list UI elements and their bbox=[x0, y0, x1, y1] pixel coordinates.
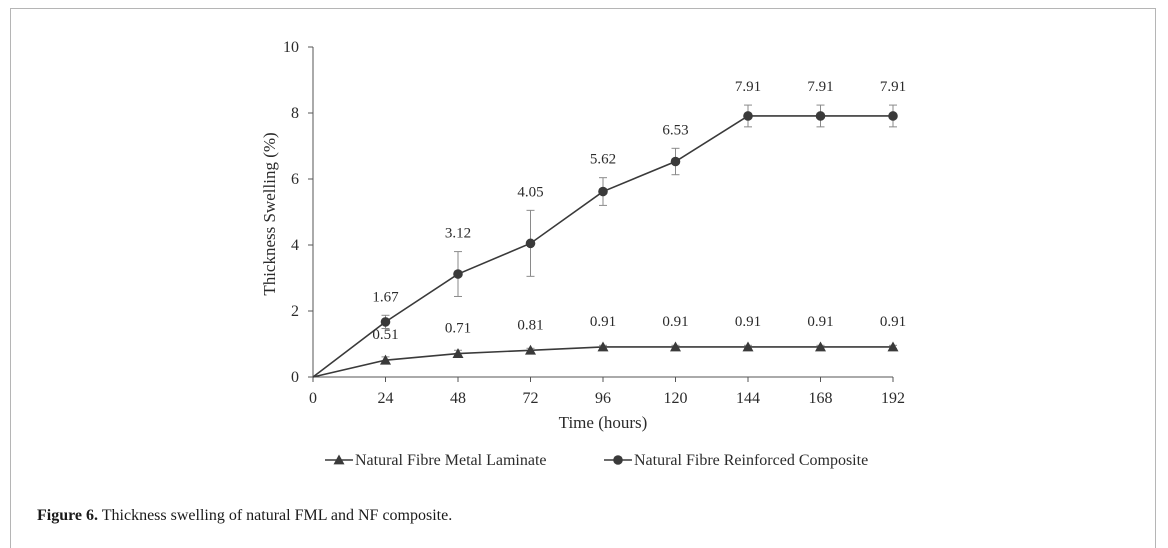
nfrc-data-label: 7.91 bbox=[807, 79, 833, 95]
nfrc-legend-marker bbox=[613, 455, 623, 465]
nfml-data-point bbox=[597, 341, 609, 352]
nfrc-data-point bbox=[815, 111, 826, 121]
x-tick-label: 72 bbox=[523, 390, 539, 407]
nfrc-data-label: 7.91 bbox=[735, 79, 761, 95]
series-markers bbox=[380, 111, 899, 365]
nfrc-data-point bbox=[888, 111, 898, 121]
legend: Natural Fibre Metal Laminate Natural Fibr… bbox=[325, 452, 868, 469]
nfml-legend-label: Natural Fibre Metal Laminate bbox=[355, 452, 546, 469]
nfml-series-line bbox=[312, 346, 893, 378]
y-tick-label: 4 bbox=[291, 237, 299, 254]
nfrc-data-point bbox=[453, 269, 463, 279]
nfml-legend-marker bbox=[333, 454, 345, 465]
x-tick-label: 144 bbox=[736, 390, 760, 407]
nfml-data-point bbox=[380, 354, 391, 365]
nfml-data-label: 0.81 bbox=[517, 317, 543, 333]
nfml-data-point bbox=[452, 348, 464, 358]
nfrc-data-label: 6.53 bbox=[662, 122, 688, 138]
nfml-data-label: 0.51 bbox=[372, 327, 398, 343]
nfrc-data-point bbox=[670, 156, 681, 167]
nfrc-data-point bbox=[380, 317, 391, 327]
nfrc-data-label: 5.62 bbox=[590, 152, 616, 168]
nfrc-data-label: 3.12 bbox=[445, 226, 471, 242]
nfml-data-point bbox=[815, 341, 826, 352]
x-tick-label: 168 bbox=[809, 390, 833, 407]
y-tick-label: 2 bbox=[291, 303, 299, 320]
nfml-data-point bbox=[525, 344, 536, 355]
nfml-data-label: 0.91 bbox=[880, 314, 906, 330]
nfml-data-point bbox=[742, 341, 754, 352]
nfrc-legend-label: Natural Fibre Reinforced Composite bbox=[634, 452, 868, 469]
nfrc-data-point bbox=[525, 238, 536, 249]
x-tick-label: 24 bbox=[378, 390, 394, 407]
nfml-data-label: 0.71 bbox=[445, 321, 471, 337]
x-axis-title: Time (hours) bbox=[559, 413, 648, 432]
figure-caption-text: Thickness swelling of natural FML and NF… bbox=[101, 507, 453, 524]
nfml-data-point bbox=[670, 341, 681, 352]
x-tick-label: 48 bbox=[450, 390, 466, 407]
nfrc-data-label: 1.67 bbox=[372, 289, 399, 305]
x-tick-label: 0 bbox=[309, 390, 317, 407]
nfml-data-label: 0.91 bbox=[590, 314, 616, 330]
y-tick-label: 6 bbox=[291, 171, 299, 188]
data-labels: 0.51 0.71 0.81 0.91 0.91 0.91 0.91 0.91 1.67 3.12… bbox=[372, 79, 906, 343]
x-tick-label: 192 bbox=[881, 390, 905, 407]
nfrc-data-point bbox=[598, 186, 608, 197]
nfrc-data-label: 7.91 bbox=[880, 79, 906, 95]
figure-caption-label: Figure 6. bbox=[37, 507, 99, 524]
nfrc-data-point bbox=[743, 111, 753, 121]
x-tick-label: 96 bbox=[595, 390, 611, 407]
figure-caption: Figure 6. Thickness swelling of natural … bbox=[37, 507, 452, 525]
y-tick-label: 0 bbox=[291, 369, 299, 386]
nfml-data-label: 0.91 bbox=[735, 314, 761, 330]
nfml-data-point bbox=[887, 341, 899, 352]
x-tick-label: 120 bbox=[664, 390, 688, 407]
nfrc-data-label: 4.05 bbox=[517, 184, 543, 200]
figure-frame: 0 2 4 6 8 10 0 24 48 72 96 120 144 168 192 Time (hours)… bbox=[10, 8, 1156, 548]
nfml-data-label: 0.91 bbox=[807, 314, 833, 330]
y-axis-title: Thickness Swelling (%) bbox=[260, 132, 279, 295]
y-tick-label: 10 bbox=[283, 39, 299, 56]
y-tick-label: 8 bbox=[291, 105, 299, 122]
nfml-data-label: 0.91 bbox=[662, 314, 688, 330]
